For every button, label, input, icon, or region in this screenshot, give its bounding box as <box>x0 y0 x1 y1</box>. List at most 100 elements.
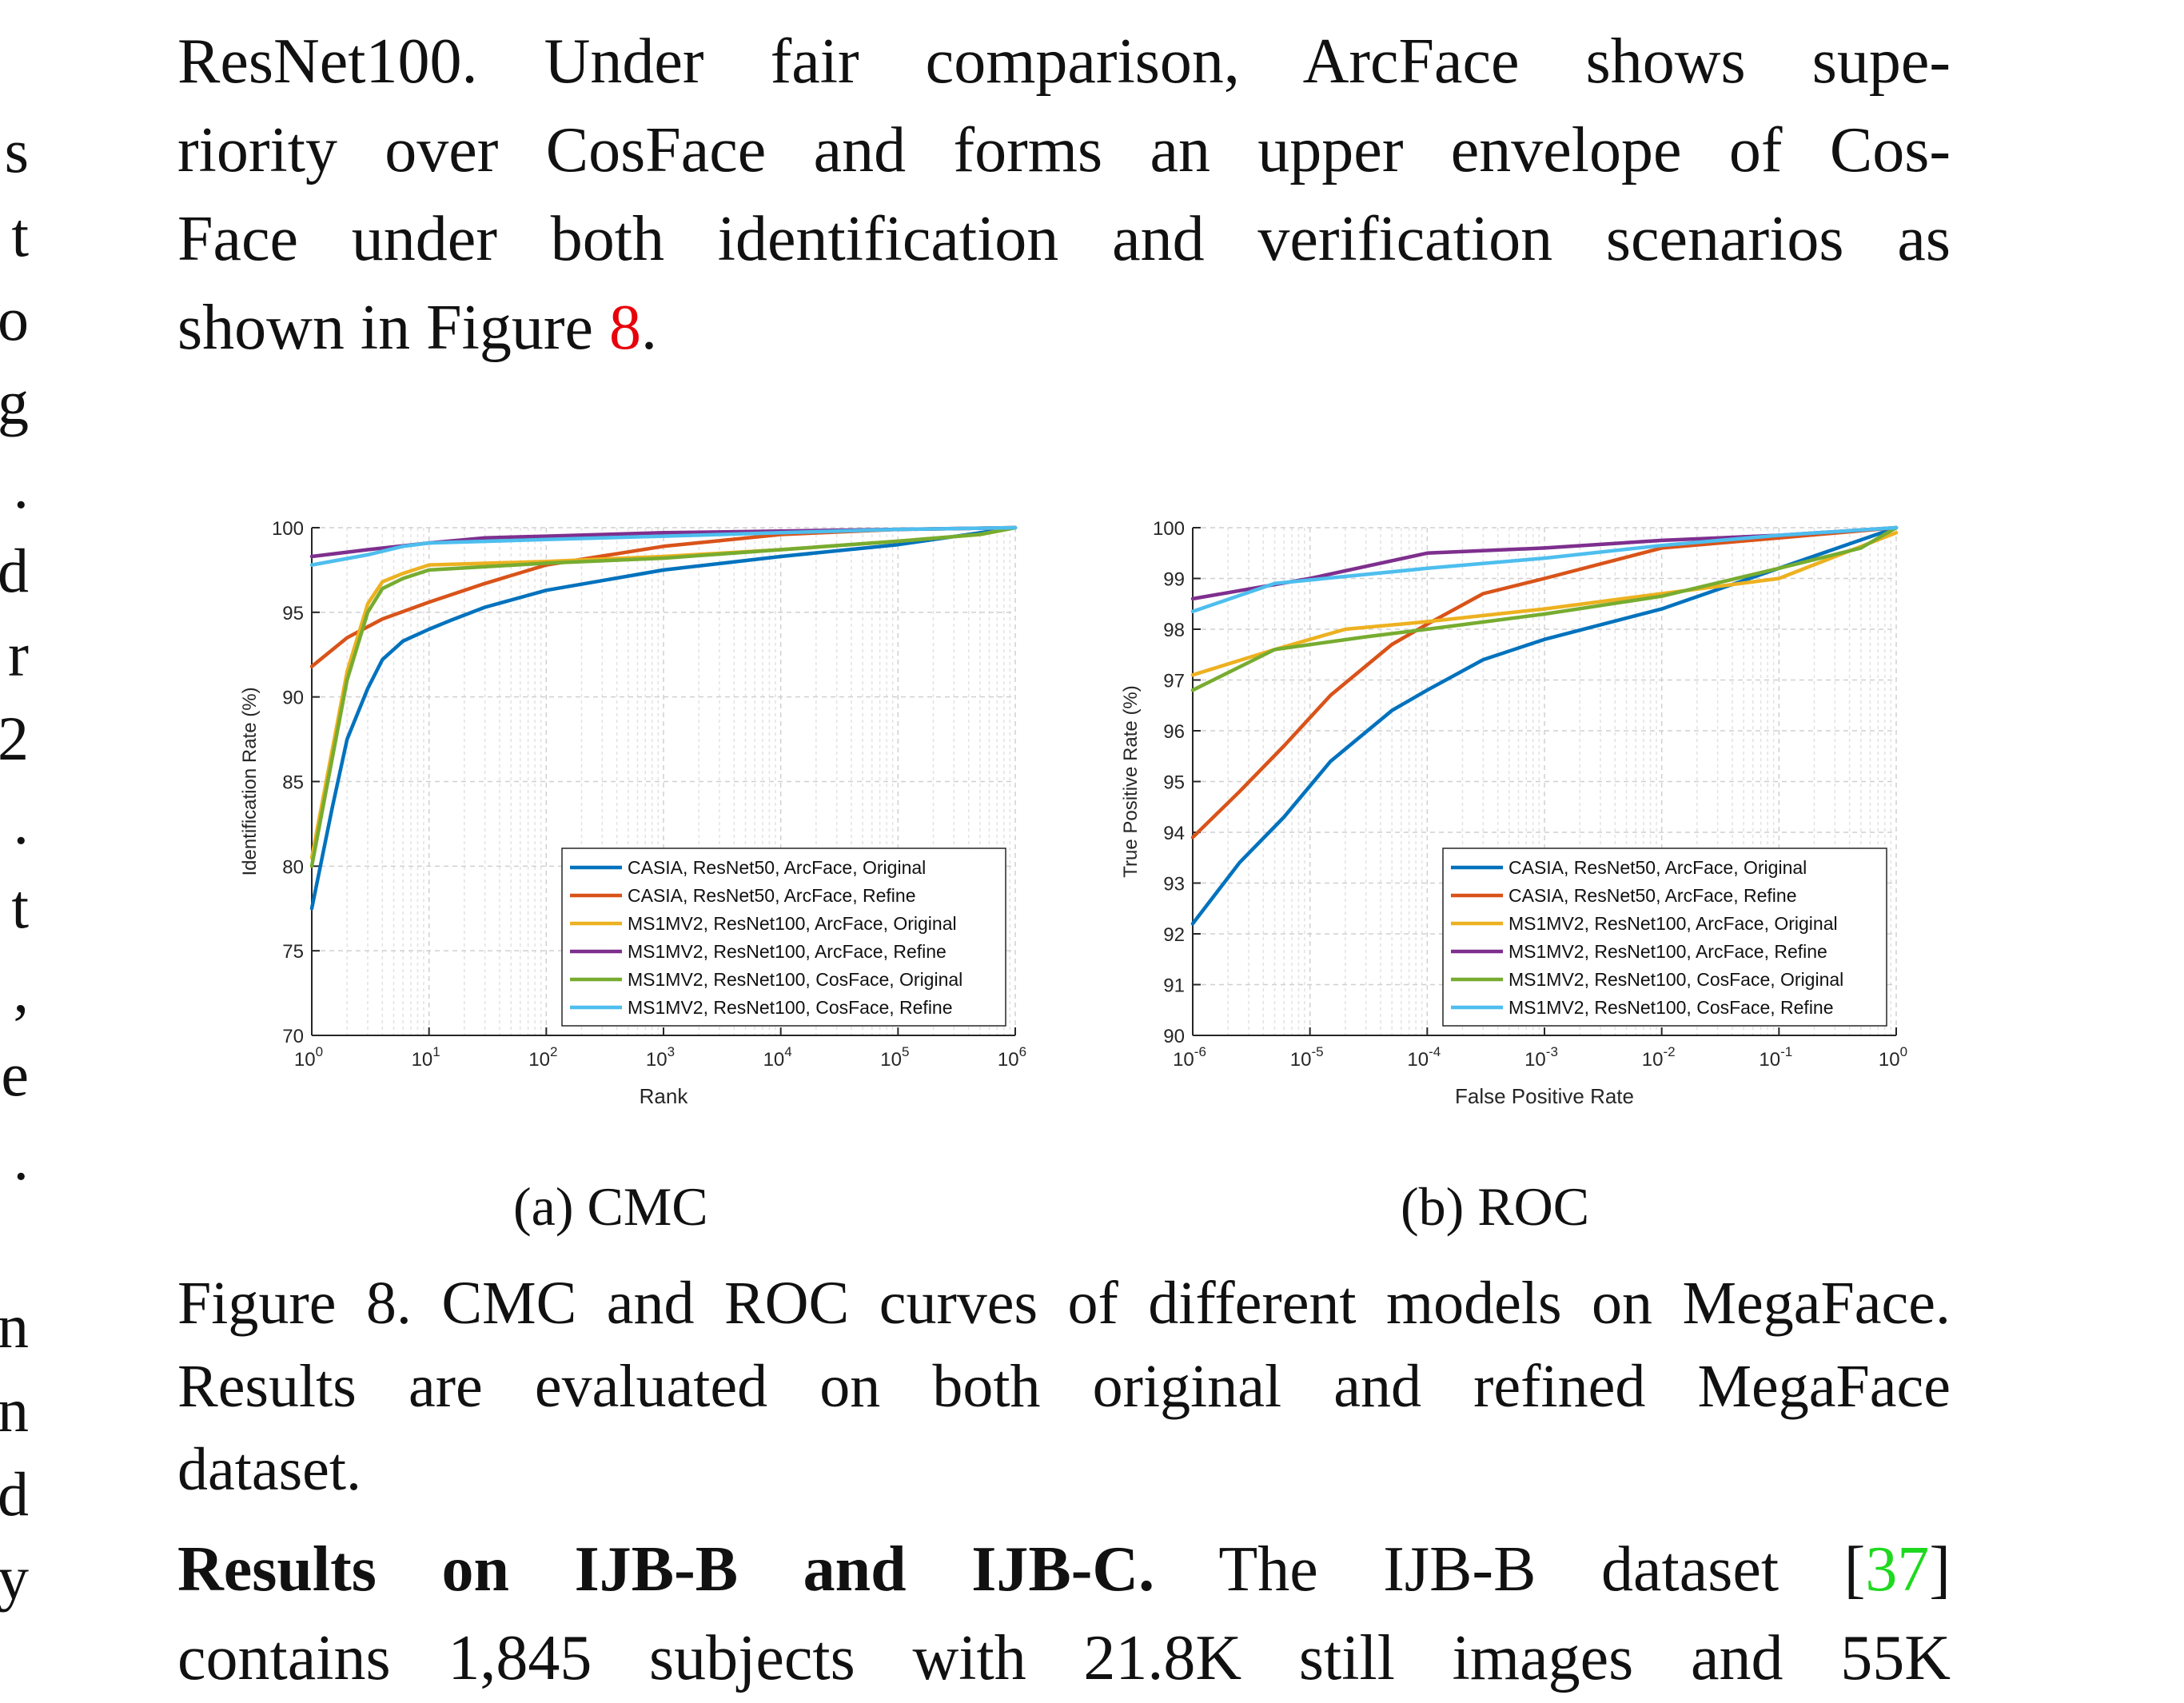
top-paragraph-last-line: shown in Figure 8. <box>177 284 1951 373</box>
y-tick-label: 98 <box>1163 620 1185 641</box>
legend-entry: MS1MV2, ResNet100, CosFace, Original <box>628 969 962 990</box>
legend-entry: CASIA, ResNet50, ArcFace, Refine <box>628 885 916 906</box>
x-tick-label: 10-4 <box>1407 1044 1441 1071</box>
legend-entry: MS1MV2, ResNet100, CosFace, Original <box>1508 969 1843 990</box>
series-line <box>309 525 1018 911</box>
margin-glyph: d <box>0 536 29 605</box>
margin-glyph: , <box>13 955 30 1025</box>
x-tick-label: 104 <box>763 1044 792 1071</box>
x-tick-label: 106 <box>998 1044 1026 1071</box>
legend-entry: CASIA, ResNet50, ArcFace, Original <box>628 857 926 878</box>
y-tick-label: 92 <box>1163 924 1185 946</box>
x-tick-label: 10-2 <box>1642 1044 1676 1071</box>
y-tick-label: 95 <box>1163 772 1185 794</box>
x-tick-label: 103 <box>646 1044 675 1071</box>
y-tick-label: 70 <box>282 1026 304 1047</box>
legend-entry: CASIA, ResNet50, ArcFace, Refine <box>1508 885 1797 906</box>
x-tick-label: 10-1 <box>1759 1044 1792 1071</box>
legend-box <box>1442 848 1887 1027</box>
legend-entry: CASIA, ResNet50, ArcFace, Original <box>1508 857 1807 878</box>
y-tick-label: 94 <box>1163 823 1185 844</box>
margin-glyph: y <box>0 1543 29 1613</box>
y-tick-label: 95 <box>282 603 304 624</box>
cmc-chart-svg: 70 75 80 85 90 95 100 100 101 102 103 104 105 106 Rank… <box>239 518 1026 1108</box>
y-tick-label: 90 <box>1163 1026 1185 1047</box>
y-tick-label: 100 <box>272 518 304 540</box>
bottom-paragraph-line: Results on IJB-B and IJB-C. The IJB-B da… <box>177 1526 1951 1614</box>
bottom-text-close: ] <box>1929 1534 1951 1605</box>
bottom-paragraph: Results on IJB-B and IJB-C. The IJB-B da… <box>177 1526 1951 1703</box>
y-tick-label: 90 <box>282 688 304 709</box>
margin-glyph: n <box>0 1375 29 1445</box>
x-tick-label: 10-3 <box>1524 1044 1558 1071</box>
y-tick-label: 75 <box>282 941 304 963</box>
legend-entry: MS1MV2, ResNet100, ArcFace, Original <box>1508 913 1838 934</box>
top-paragraph-line: Face under both identification and verif… <box>177 204 1951 274</box>
y-tick-label: 99 <box>1163 569 1185 591</box>
legend-entry: MS1MV2, ResNet100, ArcFace, Refine <box>1508 941 1827 962</box>
y-axis-label: True Positive Rate (%) <box>1120 685 1142 878</box>
last-line-text: shown in Figure <box>177 293 609 363</box>
top-paragraph: ResNet100. Under fair comparison, ArcFac… <box>177 18 1951 373</box>
y-tick-label: 80 <box>282 856 304 878</box>
subcaption-a: (a) CMC <box>513 1176 708 1237</box>
bottom-paragraph-line: contains 1,845 subjects with 21.8K still… <box>177 1623 1951 1693</box>
x-tick-label: 100 <box>1879 1044 1907 1071</box>
margin-glyph: . <box>13 452 30 521</box>
margin-glyph: e <box>1 1039 29 1109</box>
legend-box <box>561 848 1006 1027</box>
margin-glyph: t <box>11 200 29 269</box>
margin-glyph: o <box>0 284 29 353</box>
margin-glyph: n <box>0 1291 29 1361</box>
margin-glyph: . <box>13 788 30 857</box>
x-tick-label: 102 <box>528 1044 557 1071</box>
caption-line: dataset. <box>177 1436 362 1503</box>
legend-entry: MS1MV2, ResNet100, CosFace, Refine <box>1508 997 1834 1018</box>
series-line <box>309 525 1018 860</box>
legend-entry: MS1MV2, ResNet100, CosFace, Refine <box>628 997 953 1018</box>
last-line-period: . <box>641 293 657 363</box>
figure-ref-link[interactable]: 8 <box>609 293 641 363</box>
margin-glyph: g <box>0 368 29 437</box>
series-line <box>309 525 1018 868</box>
y-tick-label: 97 <box>1163 671 1185 692</box>
x-tick-label: 100 <box>294 1044 323 1071</box>
legend-entry: MS1MV2, ResNet100, ArcFace, Original <box>628 913 957 934</box>
caption-line: Results are evaluated on both original a… <box>177 1353 1951 1420</box>
x-tick-label: 10-6 <box>1173 1044 1206 1071</box>
margin-glyph: r <box>8 620 29 689</box>
figure-caption: Figure 8. CMC and ROC curves of differen… <box>177 1262 1951 1511</box>
y-tick-label: 91 <box>1163 975 1185 997</box>
series-line <box>1190 525 1899 692</box>
series-line <box>309 525 1018 567</box>
x-tick-label: 10-5 <box>1290 1044 1324 1071</box>
series-line <box>1190 525 1899 614</box>
y-tick-label: 93 <box>1163 874 1185 895</box>
margin-glyph: s <box>4 116 29 185</box>
top-paragraph-line: riority over CosFace and forms an upper … <box>177 115 1951 185</box>
y-tick-label: 96 <box>1163 721 1185 743</box>
x-tick-label: 105 <box>880 1044 909 1071</box>
top-paragraph-line: ResNet100. Under fair comparison, ArcFac… <box>177 26 1951 97</box>
margin-glyph: t <box>11 871 29 941</box>
series-line <box>1190 525 1899 926</box>
y-axis-label: Identification Rate (%) <box>239 687 261 875</box>
bottom-text: The IJB-B dataset [ <box>1154 1534 1866 1605</box>
x-tick-label: 101 <box>412 1044 440 1071</box>
legend-entry: MS1MV2, ResNet100, ArcFace, Refine <box>628 941 947 962</box>
x-axis-label: Rank <box>640 1084 689 1108</box>
subcaption-b: (b) ROC <box>1401 1176 1590 1237</box>
roc-chart: 90 91 92 93 94 95 96 97 98 99 100 10-6 10-5 10-4 10-3 1… <box>1105 504 1912 1131</box>
margin-glyph: 2 <box>0 704 29 773</box>
margin-glyph: . <box>13 1123 30 1193</box>
section-heading: Results on IJB-B and IJB-C. <box>177 1534 1155 1605</box>
caption-line: Figure 8. CMC and ROC curves of differen… <box>177 1270 1951 1337</box>
roc-chart-svg: 90 91 92 93 94 95 96 97 98 99 100 10-6 10-5 10-4 10-3 1… <box>1120 518 1907 1108</box>
cmc-chart: 70 75 80 85 90 95 100 100 101 102 103 104 105 106 Rank… <box>224 504 1031 1131</box>
margin-glyph: d <box>0 1459 29 1529</box>
y-tick-label: 100 <box>1153 518 1185 540</box>
citation-link[interactable]: 37 <box>1865 1534 1930 1605</box>
y-tick-label: 85 <box>282 772 304 794</box>
x-axis-label: False Positive Rate <box>1455 1084 1634 1108</box>
